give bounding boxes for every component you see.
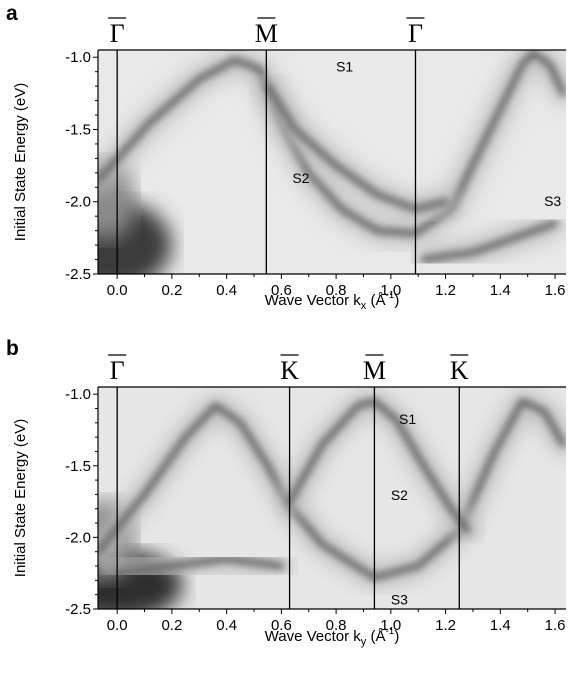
panel-b-intensity-map <box>98 387 566 609</box>
panel-a-x-ticks: 0.0 0.2 0.4 0.6 0.8 1.0 1.2 1.4 1.6 <box>107 274 566 299</box>
panel-b-y-axis-title: Initial State Energy (eV) <box>12 419 29 577</box>
panel-b-symmetry-label-0: Γ <box>110 356 125 385</box>
panel-a-bands <box>98 50 566 271</box>
panel-a-y-ticks: -1.0 -1.5 -2.0 -2.5 <box>65 49 98 283</box>
panel-a-band-label-s2: S2 <box>292 170 309 186</box>
panel-a-x-tick-label-4: 0.8 <box>326 282 347 299</box>
panel-a-band-label-s3: S3 <box>544 193 561 209</box>
panel-b-y-tick-label-2: -2.0 <box>65 529 91 546</box>
panel-b-symmetry-label-3: K <box>450 356 469 385</box>
panel-a-label: a <box>6 2 18 25</box>
panel-a-band-s1 <box>264 83 449 212</box>
panel-b-x-axis-title: Wave Vector ky (Å-1) <box>265 626 400 648</box>
panel-a-x-axis-title: Wave Vector kx (Å-1) <box>265 290 400 312</box>
panel-b-x-tick-label-7: 1.4 <box>490 617 511 634</box>
panel-a-x-tick-label-3: 0.6 <box>271 282 292 299</box>
panel-a-y-tick-label-1: -1.5 <box>65 121 91 138</box>
panel-a-y-tick-label-0: -1.0 <box>65 49 91 66</box>
panel-b-band-s3 <box>114 555 285 577</box>
panel-a-x-tick-label-1: 0.2 <box>161 282 182 299</box>
panel-a-y-tick-label-3: -2.5 <box>65 266 91 283</box>
panel-b-x-tick-label-3: 0.6 <box>271 617 292 634</box>
panel-b-symmetry-label-1: K <box>280 356 299 385</box>
panel-a-x-tick-label-7: 1.4 <box>490 282 511 299</box>
panel-b-label: b <box>6 337 19 360</box>
panel-b-band-s1 <box>286 398 471 534</box>
panel-b-x-tick-label-6: 1.2 <box>435 617 456 634</box>
panel-a-symmetry-label-2: Γ <box>408 19 423 48</box>
panel-b-symmetry-label-2: M <box>363 356 386 385</box>
panel-b-band-label-s3: S3 <box>391 592 408 608</box>
panel-b-x-tick-label-8: 1.6 <box>545 617 566 634</box>
panel-a-x-tick-label-0: 0.0 <box>107 282 128 299</box>
panel-a-y-tick-label-2: -2.0 <box>65 194 91 211</box>
panel-b-y-tick-label-3: -2.5 <box>65 601 91 618</box>
panel-b-x-tick-label-1: 0.2 <box>161 617 182 634</box>
panel-b-band-label-s2: S2 <box>391 487 408 503</box>
panel-a-x-tick-label-6: 1.2 <box>435 282 456 299</box>
panel-a-symmetry-label-1: M <box>255 19 278 48</box>
panel-b-x-tick-label-4: 0.8 <box>326 617 347 634</box>
panel-b-y-ticks: -1.0 -1.5 -2.0 -2.5 <box>65 386 98 618</box>
panel-b-y-tick-label-0: -1.0 <box>65 386 91 403</box>
panel-a-x-tick-label-5: 1.0 <box>380 282 401 299</box>
panel-a-band-s3 <box>420 220 559 263</box>
panel-b-band-labels: S1 S2 S3 <box>391 411 417 607</box>
panel-b-x-ticks: 0.0 0.2 0.4 0.6 0.8 1.0 1.2 1.4 1.6 <box>107 609 566 634</box>
panel-b-band-label-s1: S1 <box>399 411 416 427</box>
panel-a-x-tick-label-8: 1.6 <box>545 282 566 299</box>
panel-a-band-s2 <box>98 50 566 237</box>
panel-a-band-labels: S1 S2 S3 <box>292 59 561 209</box>
panel-b-x-tick-label-5: 1.0 <box>380 617 401 634</box>
panel-b-x-tick-label-0: 0.0 <box>107 617 128 634</box>
panel-a-intensity-map <box>98 50 566 274</box>
panel-b-x-tick-label-2: 0.4 <box>216 617 237 634</box>
panel-a-x-tick-label-2: 0.4 <box>216 282 237 299</box>
panel-a-band-label-s1: S1 <box>336 59 353 75</box>
panel-a-symmetry-label-0: Γ <box>110 19 125 48</box>
panel-b-band-s2 <box>98 398 566 581</box>
panel-a-y-axis-title: Initial State Energy (eV) <box>12 83 29 241</box>
panel-b-bands <box>98 390 566 589</box>
panel-b-y-tick-label-1: -1.5 <box>65 458 91 475</box>
